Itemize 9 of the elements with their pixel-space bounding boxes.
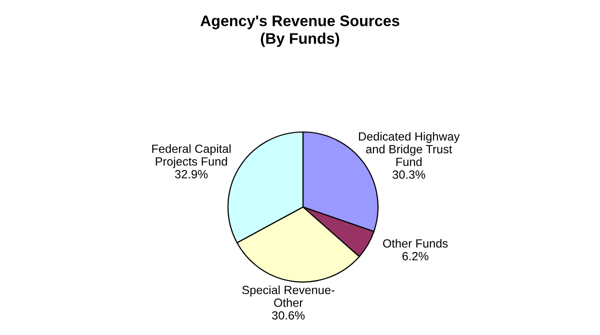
slice-label: Federal Capital Projects Fund (152, 144, 231, 168)
slice-label: Dedicated Highway and Bridge Trust Fund (359, 132, 460, 166)
data-label: 30.6% (272, 311, 305, 320)
slice-label: Special Revenue- Other (242, 285, 334, 307)
slice-label: Other Funds (383, 238, 448, 248)
data-label: 32.9% (175, 170, 208, 178)
chart-title: Agency's Revenue Sources (By Funds) (200, 15, 400, 47)
data-label: 6.2% (402, 252, 428, 260)
data-label: 30.3% (392, 170, 426, 179)
